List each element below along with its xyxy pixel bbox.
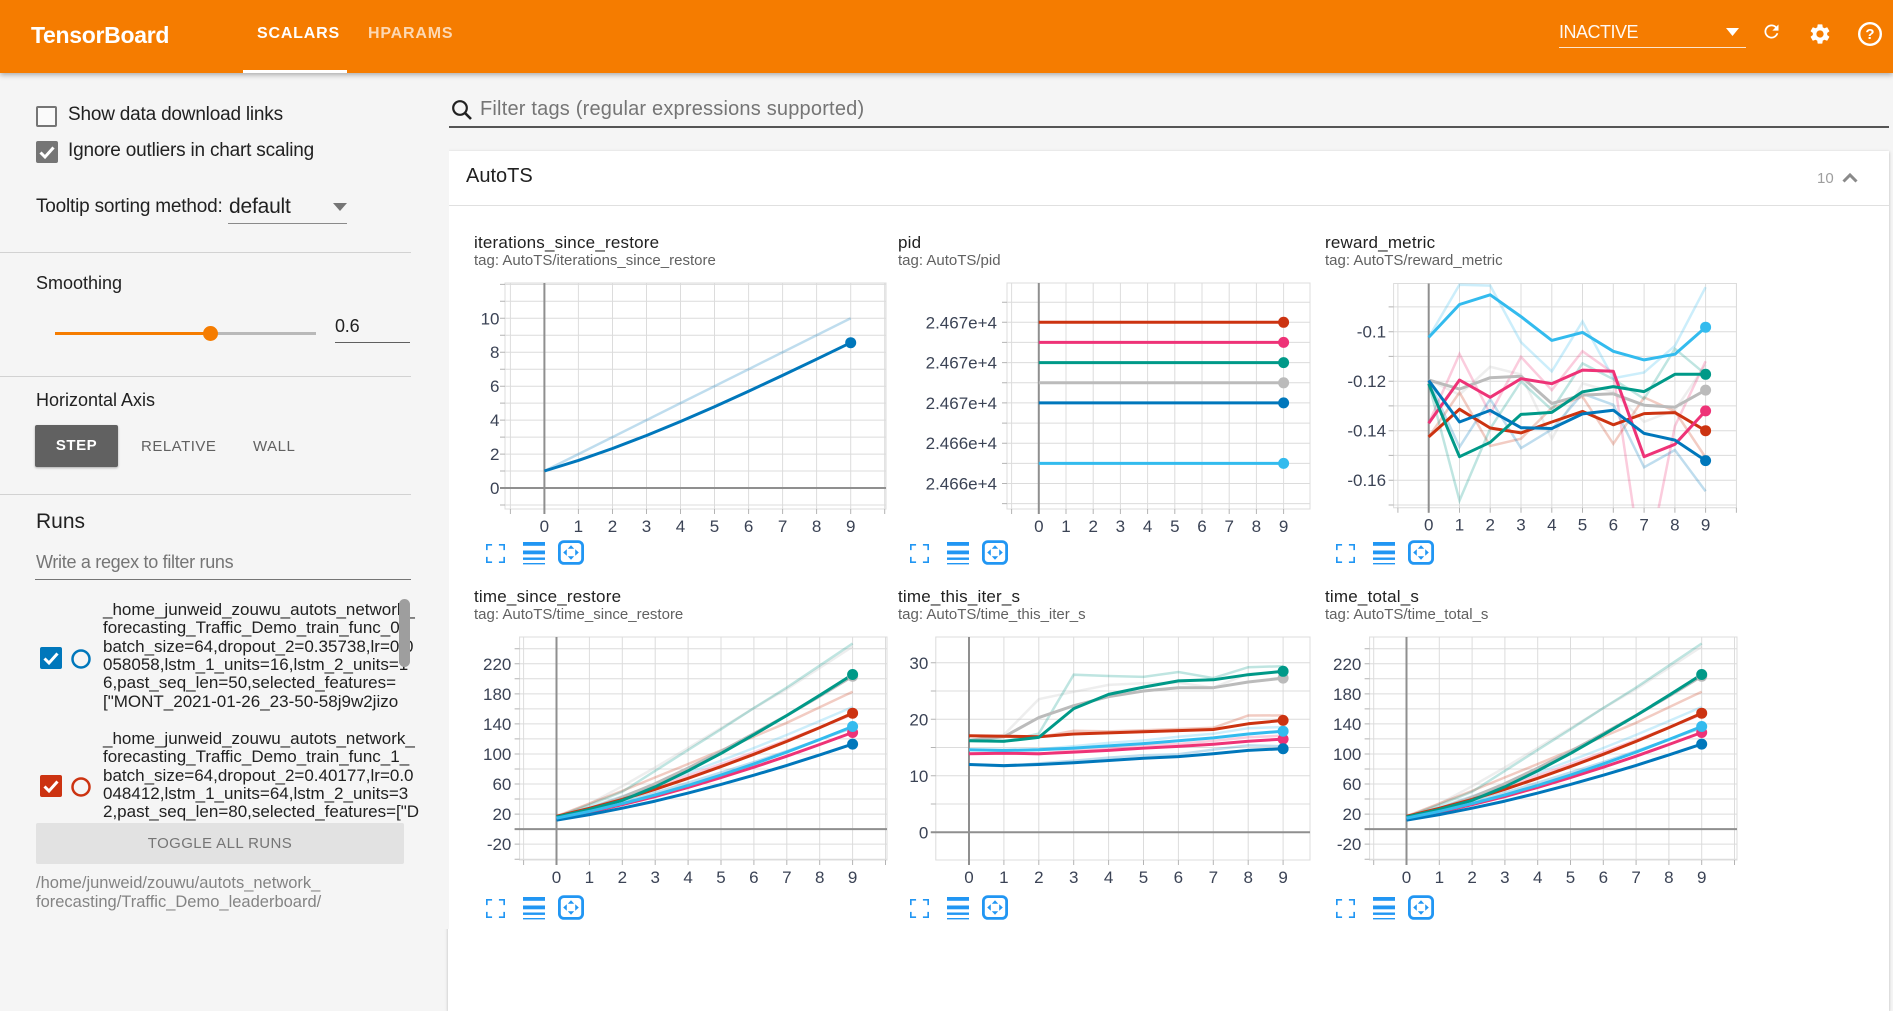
svg-text:9: 9 [1278, 868, 1287, 887]
svg-text:8: 8 [812, 517, 821, 536]
svg-text:20: 20 [492, 805, 511, 824]
svg-text:-0.14: -0.14 [1347, 422, 1386, 441]
svg-text:2: 2 [1034, 868, 1043, 887]
svg-text:10: 10 [481, 309, 500, 328]
svg-text:7: 7 [1224, 517, 1233, 536]
svg-text:1: 1 [585, 868, 594, 887]
svg-text:6: 6 [490, 377, 499, 396]
svg-text:2.467e+4: 2.467e+4 [926, 313, 997, 332]
svg-text:8: 8 [1670, 516, 1679, 535]
svg-text:3: 3 [1116, 517, 1125, 536]
svg-text:2: 2 [490, 445, 499, 464]
svg-text:1: 1 [1435, 868, 1444, 887]
svg-text:3: 3 [642, 517, 651, 536]
svg-text:2: 2 [1088, 517, 1097, 536]
svg-text:8: 8 [1243, 868, 1252, 887]
svg-text:6: 6 [1174, 868, 1183, 887]
svg-text:7: 7 [1639, 516, 1648, 535]
svg-text:3: 3 [650, 868, 659, 887]
svg-text:4: 4 [1533, 868, 1542, 887]
svg-text:100: 100 [483, 745, 511, 764]
svg-text:4: 4 [1143, 517, 1152, 536]
svg-text:100: 100 [1333, 745, 1361, 764]
svg-text:220: 220 [483, 655, 511, 674]
svg-text:9: 9 [846, 517, 855, 536]
svg-text:-0.1: -0.1 [1357, 323, 1386, 342]
svg-text:5: 5 [710, 517, 719, 536]
svg-text:6: 6 [1599, 868, 1608, 887]
svg-text:5: 5 [1566, 868, 1575, 887]
svg-text:0: 0 [1402, 868, 1411, 887]
svg-text:6: 6 [749, 868, 758, 887]
svg-text:2: 2 [618, 868, 627, 887]
svg-text:7: 7 [1631, 868, 1640, 887]
svg-text:-0.12: -0.12 [1347, 372, 1386, 391]
svg-text:2.466e+4: 2.466e+4 [926, 434, 997, 453]
svg-text:7: 7 [1209, 868, 1218, 887]
svg-text:7: 7 [778, 517, 787, 536]
svg-text:-20: -20 [1337, 835, 1362, 854]
svg-text:4: 4 [676, 517, 685, 536]
svg-text:60: 60 [1342, 775, 1361, 794]
svg-text:180: 180 [483, 685, 511, 704]
svg-text:140: 140 [483, 715, 511, 734]
svg-text:6: 6 [1197, 517, 1206, 536]
svg-text:-0.16: -0.16 [1347, 471, 1386, 490]
svg-text:140: 140 [1333, 715, 1361, 734]
svg-text:7: 7 [782, 868, 791, 887]
svg-text:3: 3 [1069, 868, 1078, 887]
svg-text:4: 4 [683, 868, 692, 887]
svg-text:?: ? [1865, 26, 1874, 43]
svg-text:60: 60 [492, 775, 511, 794]
svg-text:0: 0 [552, 868, 561, 887]
svg-text:3: 3 [1516, 516, 1525, 535]
svg-text:5: 5 [1170, 517, 1179, 536]
svg-text:1: 1 [1455, 516, 1464, 535]
svg-text:2: 2 [1467, 868, 1476, 887]
svg-text:0: 0 [490, 479, 499, 498]
svg-text:8: 8 [490, 343, 499, 362]
svg-text:0: 0 [964, 868, 973, 887]
svg-text:8: 8 [1252, 517, 1261, 536]
svg-text:3: 3 [1500, 868, 1509, 887]
svg-text:2.467e+4: 2.467e+4 [926, 394, 997, 413]
svg-text:6: 6 [1609, 516, 1618, 535]
svg-text:1: 1 [574, 517, 583, 536]
svg-text:5: 5 [1139, 868, 1148, 887]
svg-text:5: 5 [716, 868, 725, 887]
svg-text:8: 8 [815, 868, 824, 887]
svg-text:5: 5 [1578, 516, 1587, 535]
svg-text:1: 1 [1061, 517, 1070, 536]
svg-text:4: 4 [1547, 516, 1556, 535]
svg-text:10: 10 [909, 767, 928, 786]
svg-text:4: 4 [490, 411, 499, 430]
svg-text:9: 9 [1279, 517, 1288, 536]
svg-text:-20: -20 [487, 835, 512, 854]
svg-text:0: 0 [919, 823, 928, 842]
svg-text:2.466e+4: 2.466e+4 [926, 475, 997, 494]
svg-text:2: 2 [608, 517, 617, 536]
svg-text:2.467e+4: 2.467e+4 [926, 354, 997, 373]
svg-text:20: 20 [909, 710, 928, 729]
svg-text:0: 0 [1034, 517, 1043, 536]
svg-text:220: 220 [1333, 655, 1361, 674]
svg-text:9: 9 [1697, 868, 1706, 887]
svg-text:0: 0 [1424, 516, 1433, 535]
svg-text:2: 2 [1485, 516, 1494, 535]
svg-text:1: 1 [999, 868, 1008, 887]
svg-text:30: 30 [909, 654, 928, 673]
svg-text:4: 4 [1104, 868, 1113, 887]
svg-text:20: 20 [1342, 805, 1361, 824]
svg-text:0: 0 [540, 517, 549, 536]
svg-text:6: 6 [744, 517, 753, 536]
svg-text:8: 8 [1664, 868, 1673, 887]
svg-text:9: 9 [1701, 516, 1710, 535]
svg-text:180: 180 [1333, 685, 1361, 704]
svg-text:9: 9 [848, 868, 857, 887]
